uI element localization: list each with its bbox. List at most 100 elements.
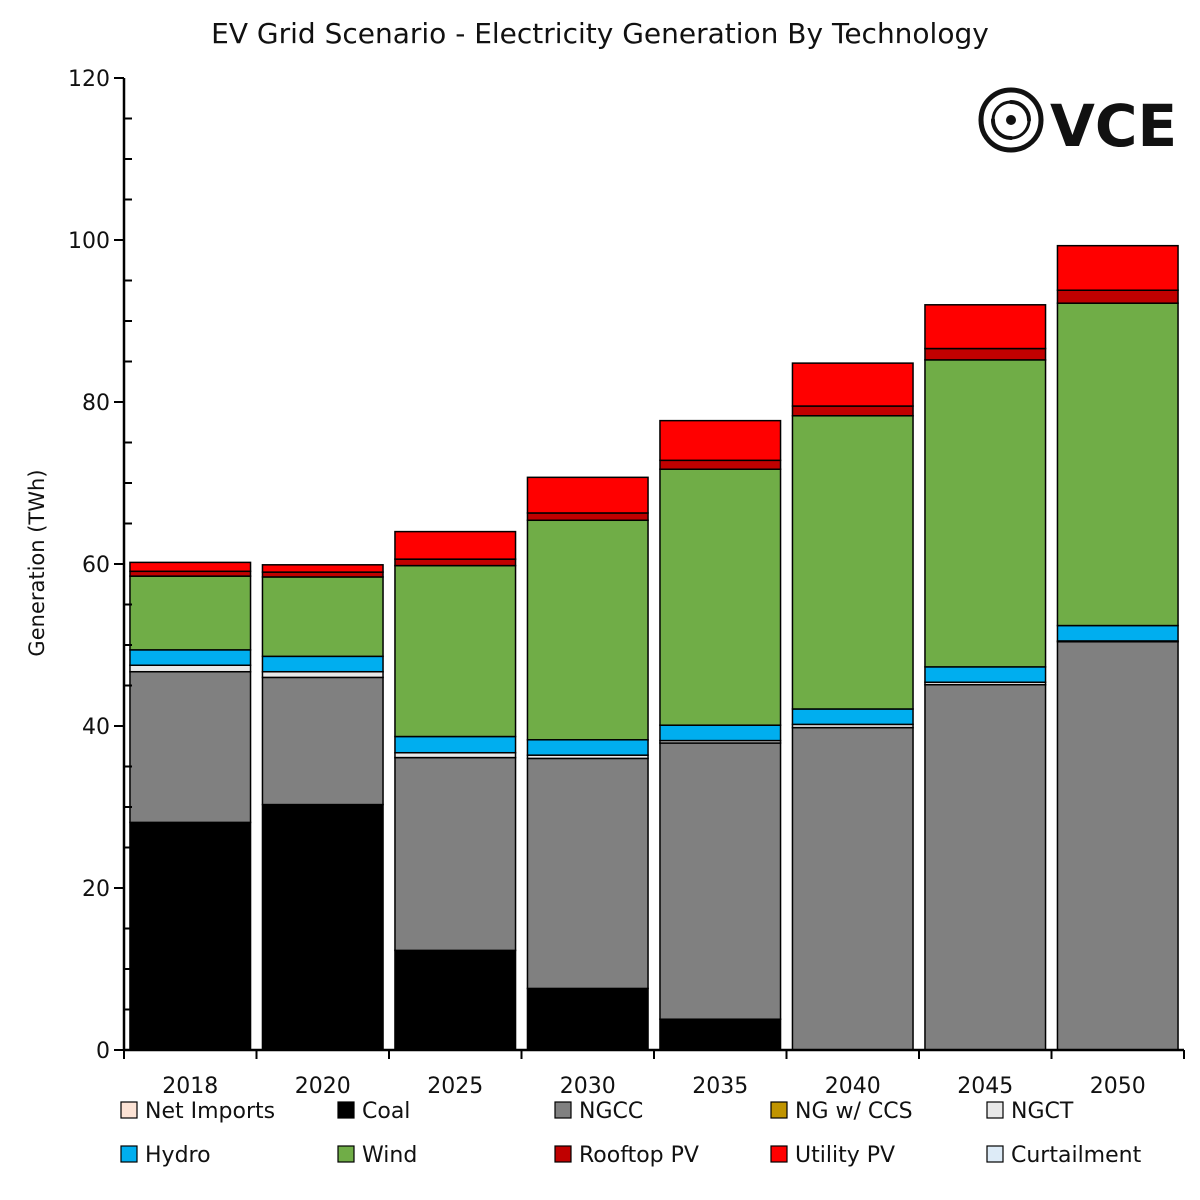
bar-segment-rooftop-pv-2050 (1056, 289, 1179, 304)
x-tick-label: 2018 (162, 1074, 218, 1099)
bar-segment-ngcc-2020 (261, 676, 384, 806)
bar-segment-wind-2035 (659, 468, 782, 726)
bar-segment-utility-pv-2020 (261, 564, 384, 573)
bar-segment-ngcc-2040 (791, 726, 914, 1051)
y-tick-label: 20 (82, 877, 110, 902)
y-tick-label: 120 (68, 67, 110, 92)
bar-segment-utility-pv-2045 (924, 304, 1047, 350)
legend-swatch (554, 1101, 572, 1119)
x-axis-ticks: 2018 2020 2025 2030 2035 2040 2045 2050 (123, 1050, 1185, 1099)
legend-swatch (120, 1145, 138, 1163)
legend-swatch (337, 1101, 355, 1119)
legend-item-curtailment: Curtailment (986, 1143, 1142, 1168)
bar-segment-coal-2018 (129, 821, 252, 1051)
y-tick-label: 40 (82, 715, 110, 740)
bar-segment-hydro-2035 (659, 724, 782, 742)
legend-label: Curtailment (1011, 1143, 1142, 1168)
bar-segment-rooftop-pv-2025 (394, 558, 517, 567)
legend-label: NGCT (1011, 1099, 1074, 1124)
bar-segment-coal-2035 (659, 1018, 782, 1051)
y-tick-label: 80 (82, 391, 110, 416)
x-tick-label: 2045 (957, 1074, 1013, 1099)
bar-segment-ngcc-2045 (924, 683, 1047, 1051)
x-tick-label: 2050 (1090, 1074, 1146, 1099)
legend-swatch (337, 1145, 355, 1163)
bar-segment-rooftop-pv-2040 (791, 405, 914, 417)
bar-segment-ngcc-2035 (659, 742, 782, 1020)
legend-item-ng-w-ccs: NG w/ CCS (770, 1099, 913, 1124)
bar-segment-hydro-2030 (526, 739, 649, 756)
legend-swatch (770, 1101, 788, 1119)
legend-swatch (554, 1145, 572, 1163)
bar-segment-utility-pv-2030 (526, 476, 649, 514)
legend-swatch (986, 1101, 1004, 1119)
legend-item-ngcc: NGCC (554, 1099, 643, 1124)
legend-item-wind: Wind (337, 1143, 417, 1168)
bar-segment-hydro-2050 (1056, 624, 1179, 642)
bar-segment-hydro-2040 (791, 708, 914, 726)
logo-text: VCE (1050, 92, 1177, 160)
bar-segment-utility-pv-2018 (129, 561, 252, 573)
legend-item-net-imports: Net Imports (120, 1099, 275, 1124)
bar-segment-coal-2025 (394, 949, 517, 1051)
bar-segment-ngcc-2025 (394, 756, 517, 952)
bar-segment-ngcc-2018 (129, 670, 252, 824)
legend-label: NG w/ CCS (795, 1099, 913, 1124)
legend-swatch (770, 1145, 788, 1163)
bar-segment-wind-2020 (261, 576, 384, 658)
legend-item-coal: Coal (337, 1099, 410, 1124)
bar-segment-rooftop-pv-2035 (659, 459, 782, 470)
bar-segment-wind-2018 (129, 575, 252, 651)
y-axis-ticks: 0 20 40 60 80 100 120 (68, 67, 132, 1064)
bar-segment-coal-2020 (261, 803, 384, 1051)
legend-item-rooftop-pv: Rooftop PV (554, 1143, 699, 1168)
bar-segment-hydro-2025 (394, 735, 517, 754)
x-tick-label: 2025 (427, 1074, 483, 1099)
legend: Net Imports Coal NGCC NG w/ CCS NGCT Hydro Win… (120, 1099, 1142, 1168)
chart-title: EV Grid Scenario - Electricity Generatio… (211, 17, 989, 50)
legend-label: Rooftop PV (579, 1143, 699, 1168)
bar-segment-ngct-2018 (129, 664, 252, 673)
legend-item-ngct: NGCT (986, 1099, 1074, 1124)
bar-segment-hydro-2045 (924, 666, 1047, 684)
bar-segment-hydro-2018 (129, 649, 252, 666)
bar-segment-wind-2045 (924, 359, 1047, 668)
bar-segment-utility-pv-2025 (394, 530, 517, 560)
legend-item-hydro: Hydro (120, 1143, 211, 1168)
x-tick-label: 2035 (692, 1074, 748, 1099)
bar-segment-utility-pv-2050 (1056, 244, 1179, 291)
bar-segment-wind-2050 (1056, 302, 1179, 627)
bar-area (129, 244, 1179, 1051)
bar-segment-wind-2030 (526, 519, 649, 741)
y-tick-label: 0 (96, 1039, 110, 1064)
legend-label: Coal (362, 1099, 410, 1124)
bar-segment-utility-pv-2040 (791, 362, 914, 407)
bar-segment-coal-2030 (526, 987, 649, 1051)
x-tick-label: 2020 (295, 1074, 351, 1099)
vce-logo: VCE (978, 87, 1177, 160)
legend-label: Wind (362, 1143, 417, 1168)
bar-segment-utility-pv-2035 (659, 419, 782, 462)
x-tick-label: 2030 (560, 1074, 616, 1099)
legend-label: Net Imports (145, 1099, 275, 1124)
bar-segment-rooftop-pv-2030 (526, 512, 649, 522)
legend-item-utility-pv: Utility PV (770, 1143, 895, 1168)
bar-segment-ngcc-2030 (526, 757, 649, 990)
bar-segment-wind-2025 (394, 564, 517, 738)
legend-swatch (120, 1101, 138, 1119)
bar-segment-wind-2040 (791, 415, 914, 710)
y-axis-label: Generation (TWh) (25, 469, 49, 656)
bar-segment-rooftop-pv-2045 (924, 347, 1047, 361)
x-tick-label: 2040 (825, 1074, 881, 1099)
legend-label: Utility PV (795, 1143, 895, 1168)
y-tick-label: 60 (82, 553, 110, 578)
legend-label: NGCC (579, 1099, 643, 1124)
legend-label: Hydro (145, 1143, 211, 1168)
bar-segment-ngcc-2050 (1056, 641, 1179, 1051)
legend-swatch (986, 1145, 1004, 1163)
swirl-logo-icon (978, 87, 1044, 153)
bar-segment-ngct-2020 (261, 670, 384, 679)
bar-segment-hydro-2020 (261, 655, 384, 673)
y-tick-label: 100 (68, 229, 110, 254)
